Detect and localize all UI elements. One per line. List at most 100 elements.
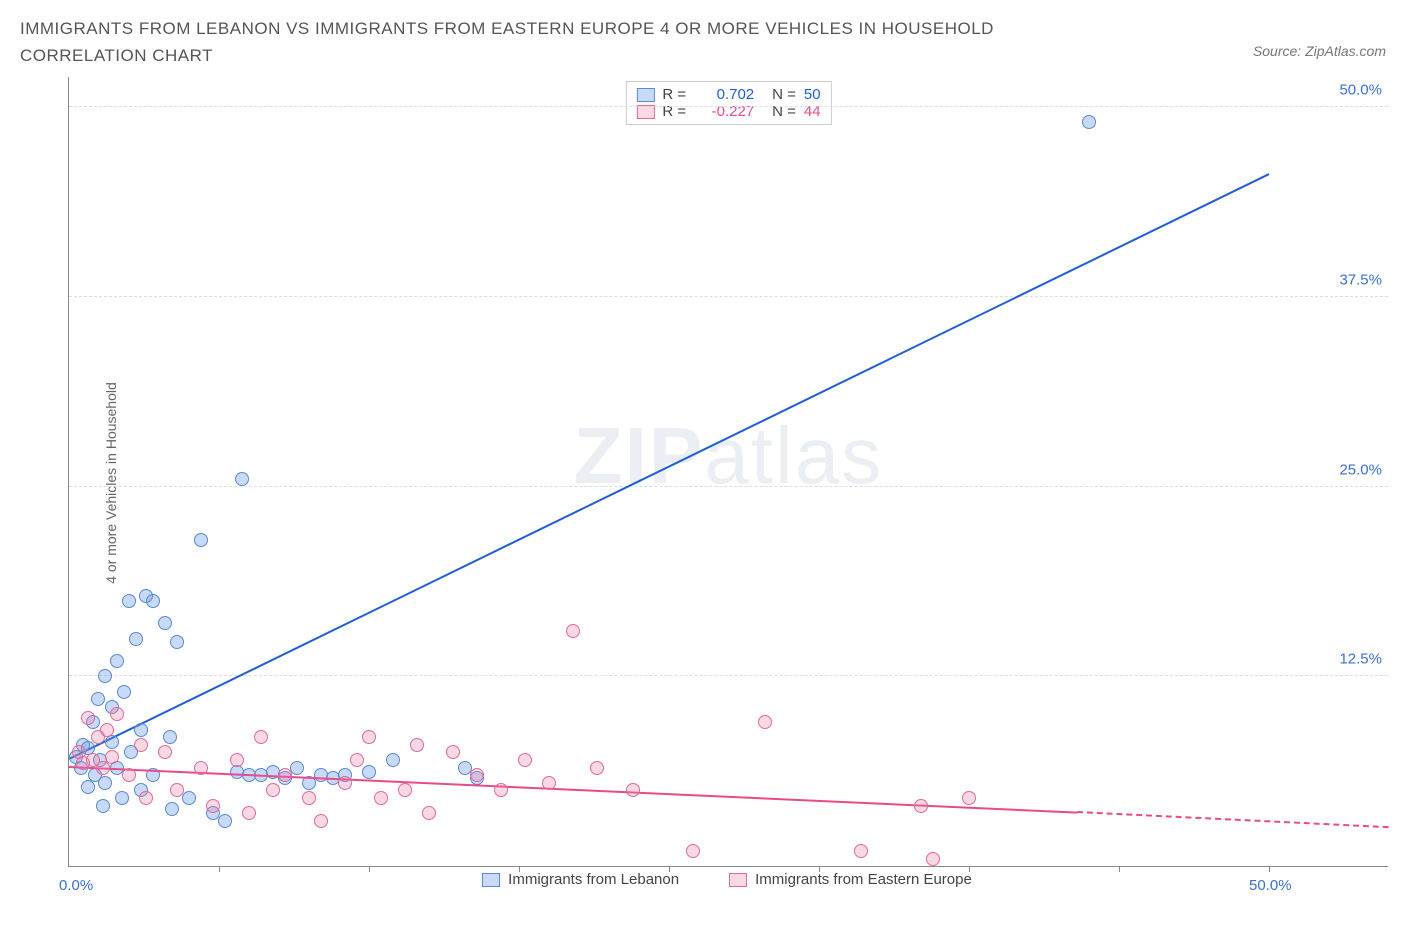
data-point-eastern-europe	[422, 806, 436, 820]
chart-container: 4 or more Vehicles in Household ZIPatlas…	[20, 77, 1386, 888]
data-point-lebanon	[81, 780, 95, 794]
trend-line	[1077, 811, 1389, 828]
n-label: N =	[772, 86, 796, 103]
data-point-eastern-europe	[242, 806, 256, 820]
x-tick-mark	[969, 866, 970, 872]
series-legend-item-lebanon: Immigrants from Lebanon	[482, 871, 679, 888]
data-point-eastern-europe	[446, 745, 460, 759]
r-label: R =	[662, 86, 686, 103]
data-point-eastern-europe	[686, 844, 700, 858]
data-point-eastern-europe	[338, 776, 352, 790]
data-point-eastern-europe	[81, 711, 95, 725]
data-point-eastern-europe	[254, 730, 268, 744]
data-point-lebanon	[362, 765, 376, 779]
x-tick-mark	[669, 866, 670, 872]
trend-line	[69, 173, 1270, 760]
data-point-eastern-europe	[374, 791, 388, 805]
gridline	[69, 296, 1388, 297]
r-value: 0.702	[694, 86, 754, 103]
data-point-lebanon	[110, 654, 124, 668]
data-point-lebanon	[122, 594, 136, 608]
data-point-eastern-europe	[302, 791, 316, 805]
data-point-lebanon	[290, 761, 304, 775]
series-legend: Immigrants from Lebanon Immigrants from E…	[68, 871, 1386, 888]
data-point-lebanon	[1082, 115, 1096, 129]
series-legend-item-eastern-europe: Immigrants from Eastern Europe	[729, 871, 972, 888]
data-point-lebanon	[158, 616, 172, 630]
data-point-eastern-europe	[410, 738, 424, 752]
data-point-lebanon	[98, 776, 112, 790]
gridline	[69, 486, 1388, 487]
data-point-eastern-europe	[362, 730, 376, 744]
data-point-eastern-europe	[962, 791, 976, 805]
data-point-lebanon	[165, 802, 179, 816]
data-point-lebanon	[163, 730, 177, 744]
data-point-eastern-europe	[926, 852, 940, 866]
x-tick-mark	[819, 866, 820, 872]
data-point-eastern-europe	[590, 761, 604, 775]
data-point-eastern-europe	[758, 715, 772, 729]
data-point-eastern-europe	[134, 738, 148, 752]
data-point-lebanon	[96, 799, 110, 813]
scatter-plot: ZIPatlas R =0.702N =50R =-0.227N =44 12.…	[68, 77, 1388, 867]
data-point-lebanon	[146, 594, 160, 608]
data-point-lebanon	[386, 753, 400, 767]
data-point-lebanon	[117, 685, 131, 699]
data-point-lebanon	[105, 735, 119, 749]
gridline	[69, 675, 1388, 676]
data-point-eastern-europe	[518, 753, 532, 767]
x-start-label: 0.0%	[59, 877, 93, 894]
data-point-lebanon	[170, 635, 184, 649]
data-point-eastern-europe	[566, 624, 580, 638]
data-point-eastern-europe	[626, 783, 640, 797]
x-tick-mark	[369, 866, 370, 872]
legend-row-lebanon: R = 0.702 N = 50	[636, 86, 820, 103]
data-point-eastern-europe	[194, 761, 208, 775]
data-point-lebanon	[182, 791, 196, 805]
series-name: Immigrants from Lebanon	[508, 871, 679, 888]
data-point-lebanon	[91, 692, 105, 706]
data-point-eastern-europe	[350, 753, 364, 767]
chart-title: IMMIGRANTS FROM LEBANON VS IMMIGRANTS FR…	[20, 15, 1120, 69]
n-value: 50	[804, 86, 821, 103]
x-tick-mark	[219, 866, 220, 872]
data-point-lebanon	[194, 533, 208, 547]
x-tick-mark	[519, 866, 520, 872]
data-point-lebanon	[218, 814, 232, 828]
data-point-eastern-europe	[170, 783, 184, 797]
data-point-eastern-europe	[266, 783, 280, 797]
legend-swatch	[729, 873, 747, 887]
data-point-eastern-europe	[122, 768, 136, 782]
x-end-label: 50.0%	[1249, 877, 1292, 894]
data-point-eastern-europe	[105, 750, 119, 764]
data-point-eastern-europe	[206, 799, 220, 813]
data-point-eastern-europe	[314, 814, 328, 828]
x-tick-mark	[1119, 866, 1120, 872]
y-tick-label: 25.0%	[1339, 461, 1382, 478]
data-point-eastern-europe	[100, 723, 114, 737]
data-point-eastern-europe	[398, 783, 412, 797]
data-point-eastern-europe	[542, 776, 556, 790]
data-point-eastern-europe	[158, 745, 172, 759]
data-point-lebanon	[129, 632, 143, 646]
source-credit: Source: ZipAtlas.com	[1253, 43, 1386, 59]
legend-swatch	[636, 88, 654, 102]
data-point-eastern-europe	[854, 844, 868, 858]
y-tick-label: 50.0%	[1339, 81, 1382, 98]
data-point-eastern-europe	[494, 783, 508, 797]
data-point-eastern-europe	[278, 768, 292, 782]
data-point-eastern-europe	[914, 799, 928, 813]
correlation-legend: R =0.702N =50R =-0.227N =44	[625, 81, 831, 125]
data-point-lebanon	[134, 723, 148, 737]
x-tick-mark	[1269, 866, 1270, 872]
data-point-eastern-europe	[110, 707, 124, 721]
data-point-eastern-europe	[470, 768, 484, 782]
data-point-lebanon	[115, 791, 129, 805]
data-point-lebanon	[98, 669, 112, 683]
data-point-lebanon	[235, 472, 249, 486]
series-name: Immigrants from Eastern Europe	[755, 871, 972, 888]
data-point-eastern-europe	[230, 753, 244, 767]
y-tick-label: 37.5%	[1339, 271, 1382, 288]
y-tick-label: 12.5%	[1339, 651, 1382, 668]
legend-swatch	[482, 873, 500, 887]
